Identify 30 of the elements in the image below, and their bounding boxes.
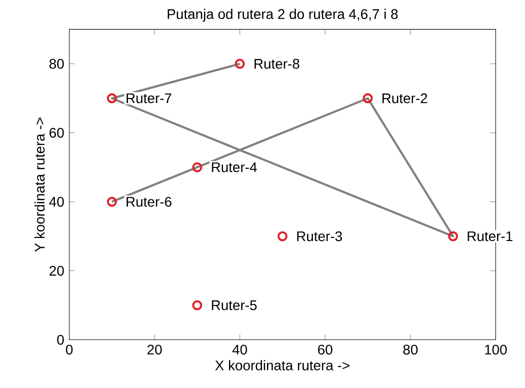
point xyxy=(192,300,202,310)
annotation: Ruter-1 xyxy=(468,232,512,242)
x-tick-label: 60 xyxy=(318,344,332,355)
y-tick-label: 80 xyxy=(49,59,64,69)
x-tick-label: 40 xyxy=(232,344,248,355)
x-axis-title: X koordinata rutera -> xyxy=(215,360,350,370)
annotation: Ruter-8 xyxy=(254,59,300,69)
x-tick-label: 80 xyxy=(403,344,418,355)
x-tick-label: 0 xyxy=(66,344,73,355)
chart-title: Putanja od rutera 2 do rutera 4,6,7 i 8 xyxy=(168,8,398,22)
point xyxy=(106,93,117,104)
annotation: Ruter-5 xyxy=(212,300,257,310)
y-tick-label: 0 xyxy=(57,334,64,345)
annotation: Ruter-7 xyxy=(126,94,172,104)
annotation: Ruter-2 xyxy=(382,94,428,104)
annotation: Ruter-6 xyxy=(126,196,172,207)
point xyxy=(277,231,288,242)
point xyxy=(234,58,245,69)
x-tick-label: 20 xyxy=(148,344,162,355)
y-tick-label: 40 xyxy=(49,196,64,207)
x-tick-label: 100 xyxy=(485,344,507,355)
point xyxy=(362,93,373,104)
annotation: Ruter-4 xyxy=(212,162,257,172)
point xyxy=(448,231,458,242)
y-tick-label: 60 xyxy=(50,128,64,138)
y-axis-title: Y koordinata rutera -> xyxy=(34,118,45,252)
y-tick-label: 20 xyxy=(50,266,64,276)
point xyxy=(106,196,117,207)
point xyxy=(192,162,202,172)
annotation: Ruter-3 xyxy=(297,231,342,242)
